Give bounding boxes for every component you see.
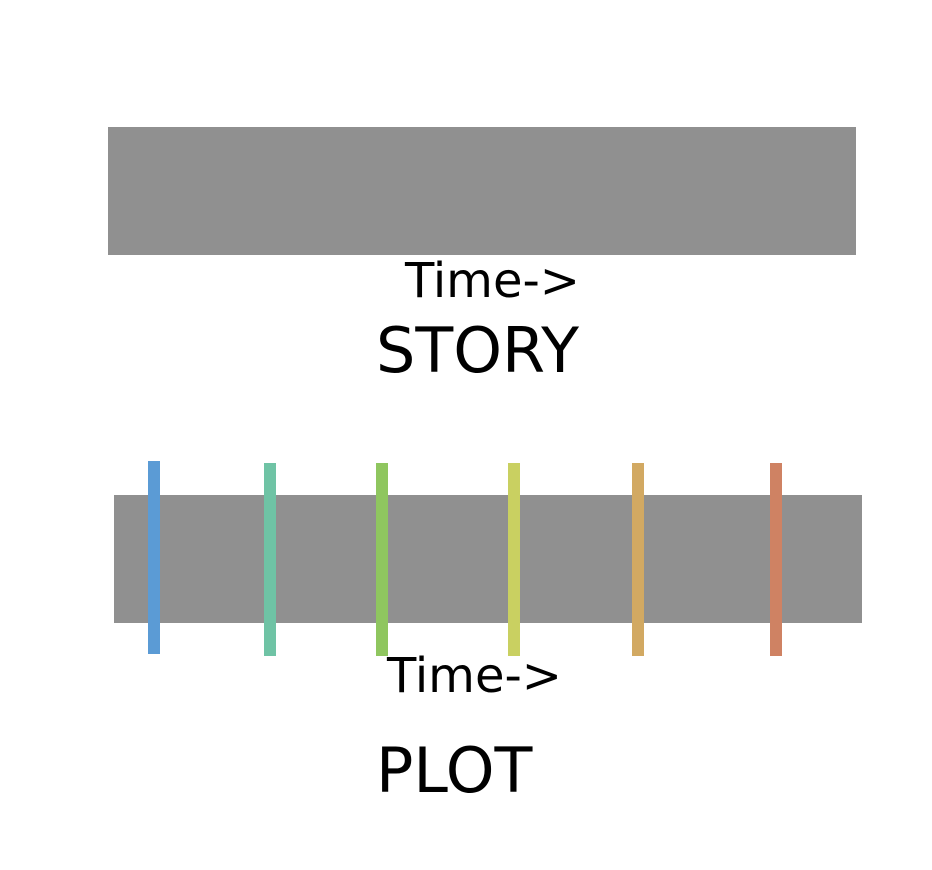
plot-event-marker-5 <box>632 463 644 656</box>
plot-timeline-bar <box>114 495 862 623</box>
plot-event-marker-2 <box>264 463 276 656</box>
plot-event-marker-4 <box>508 463 520 656</box>
plot-title: PLOT <box>376 734 533 807</box>
plot-event-marker-6 <box>770 463 782 656</box>
plot-time-label: Time-> <box>387 648 563 704</box>
plot-event-marker-1 <box>148 461 160 654</box>
story-title: STORY <box>376 314 580 387</box>
story-time-label: Time-> <box>405 253 581 309</box>
story-timeline-bar <box>108 127 856 255</box>
plot-event-marker-3 <box>376 463 388 656</box>
